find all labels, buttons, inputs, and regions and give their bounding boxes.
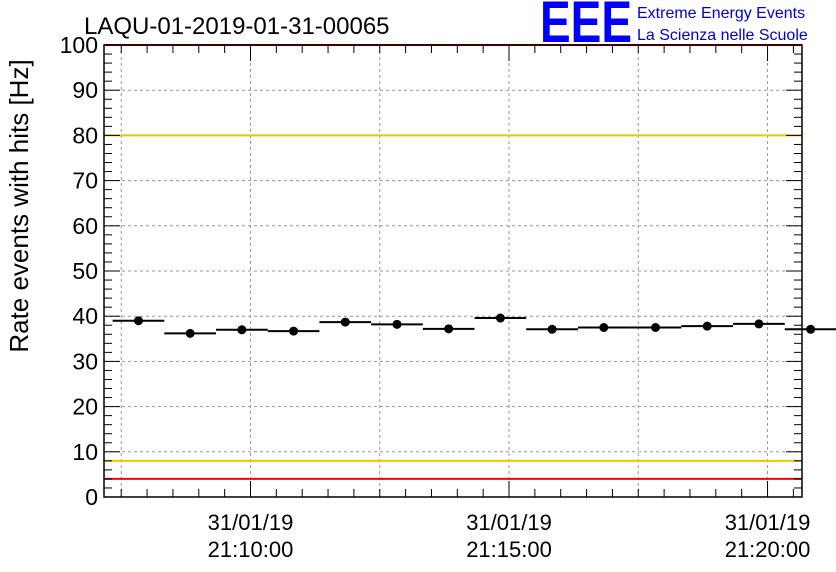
x-tick-time: 21:20:00 (725, 537, 811, 562)
data-point (237, 325, 247, 335)
data-point (340, 317, 350, 327)
y-tick-label: 60 (72, 213, 98, 239)
y-tick-label: 80 (72, 122, 98, 148)
data-point (599, 323, 609, 332)
data-point (444, 324, 454, 334)
data-point (754, 319, 764, 329)
y-tick-label: 40 (72, 303, 98, 329)
x-tick-date: 31/01/19 (725, 510, 811, 535)
logo-line-1: Extreme Energy Events (637, 5, 805, 22)
data-points (112, 313, 836, 338)
chart-title: LAQU-01-2019-01-31-00065 (84, 13, 390, 40)
data-point (133, 316, 143, 326)
y-tick-label: 100 (60, 32, 98, 58)
y-tick-label: 10 (72, 439, 98, 465)
y-tick-label: 70 (72, 168, 98, 194)
data-point (806, 324, 816, 334)
y-tick-label: 0 (85, 484, 98, 510)
data-point (651, 323, 661, 332)
y-axis-label: Rate events with hits [Hz] (4, 59, 34, 352)
data-point (547, 324, 557, 334)
data-point (289, 326, 299, 336)
y-tick-label: 50 (72, 258, 98, 284)
tick-labels: 010203040506070809010031/01/1921:10:0031… (60, 32, 811, 562)
axes (103, 44, 803, 498)
eee-logo: EEE Extreme Energy Events La Scienza nel… (540, 0, 808, 55)
x-tick-time: 21:15:00 (466, 537, 552, 562)
logo-mark: EEE (540, 0, 632, 55)
y-tick-label: 90 (72, 77, 98, 103)
data-point (702, 321, 712, 331)
x-tick-date: 31/01/19 (208, 510, 294, 535)
data-point (392, 319, 402, 329)
y-tick-label: 30 (72, 348, 98, 374)
data-point (185, 328, 195, 338)
x-tick-time: 21:10:00 (208, 537, 294, 562)
data-point (495, 313, 505, 323)
x-tick-date: 31/01/19 (466, 510, 552, 535)
y-tick-label: 20 (72, 394, 98, 420)
logo-line-2: La Scienza nelle Scuole (637, 27, 808, 44)
